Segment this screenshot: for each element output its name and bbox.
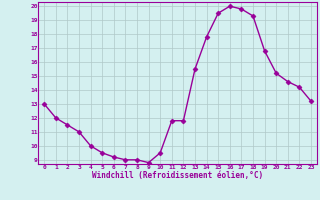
X-axis label: Windchill (Refroidissement éolien,°C): Windchill (Refroidissement éolien,°C)	[92, 171, 263, 180]
